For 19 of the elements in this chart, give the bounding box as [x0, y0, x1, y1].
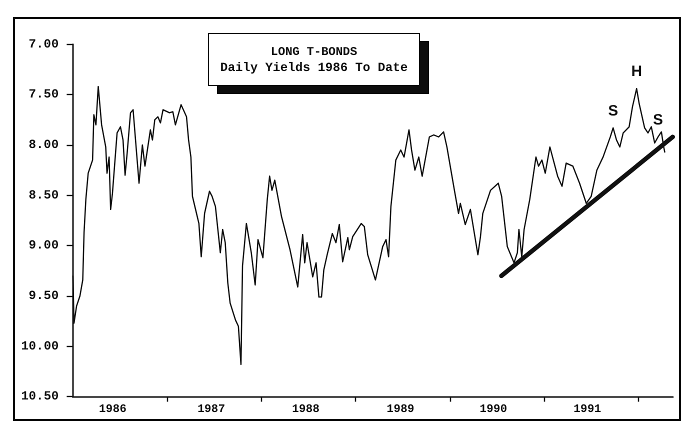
x-tick-label: 1988	[292, 403, 320, 416]
x-tick-label: 1989	[386, 403, 414, 416]
annotation: S	[653, 111, 664, 128]
x-tick-label: 1990	[480, 403, 508, 416]
x-tick-label: 1986	[98, 403, 127, 416]
y-tick-label: 8.00	[28, 138, 59, 152]
x-tick-label: 1987	[197, 403, 226, 416]
y-tick-label: 10.00	[21, 339, 59, 354]
y-tick-label: 9.00	[28, 238, 59, 253]
y-tick-label: 10.50	[21, 390, 59, 404]
text: Daily Yields 1986 To Date	[220, 61, 408, 75]
y-tick-label: 9.50	[28, 289, 59, 304]
y-tick-label: 7.50	[28, 88, 59, 102]
x-tick-label: 1991	[574, 403, 602, 416]
y-tick-label: 8.50	[28, 188, 59, 202]
annotation: S	[608, 102, 618, 120]
chart-title: LONG T-BONDS	[270, 45, 358, 59]
annotation: H	[631, 63, 642, 80]
y-tick-label: 7.00	[28, 37, 59, 52]
